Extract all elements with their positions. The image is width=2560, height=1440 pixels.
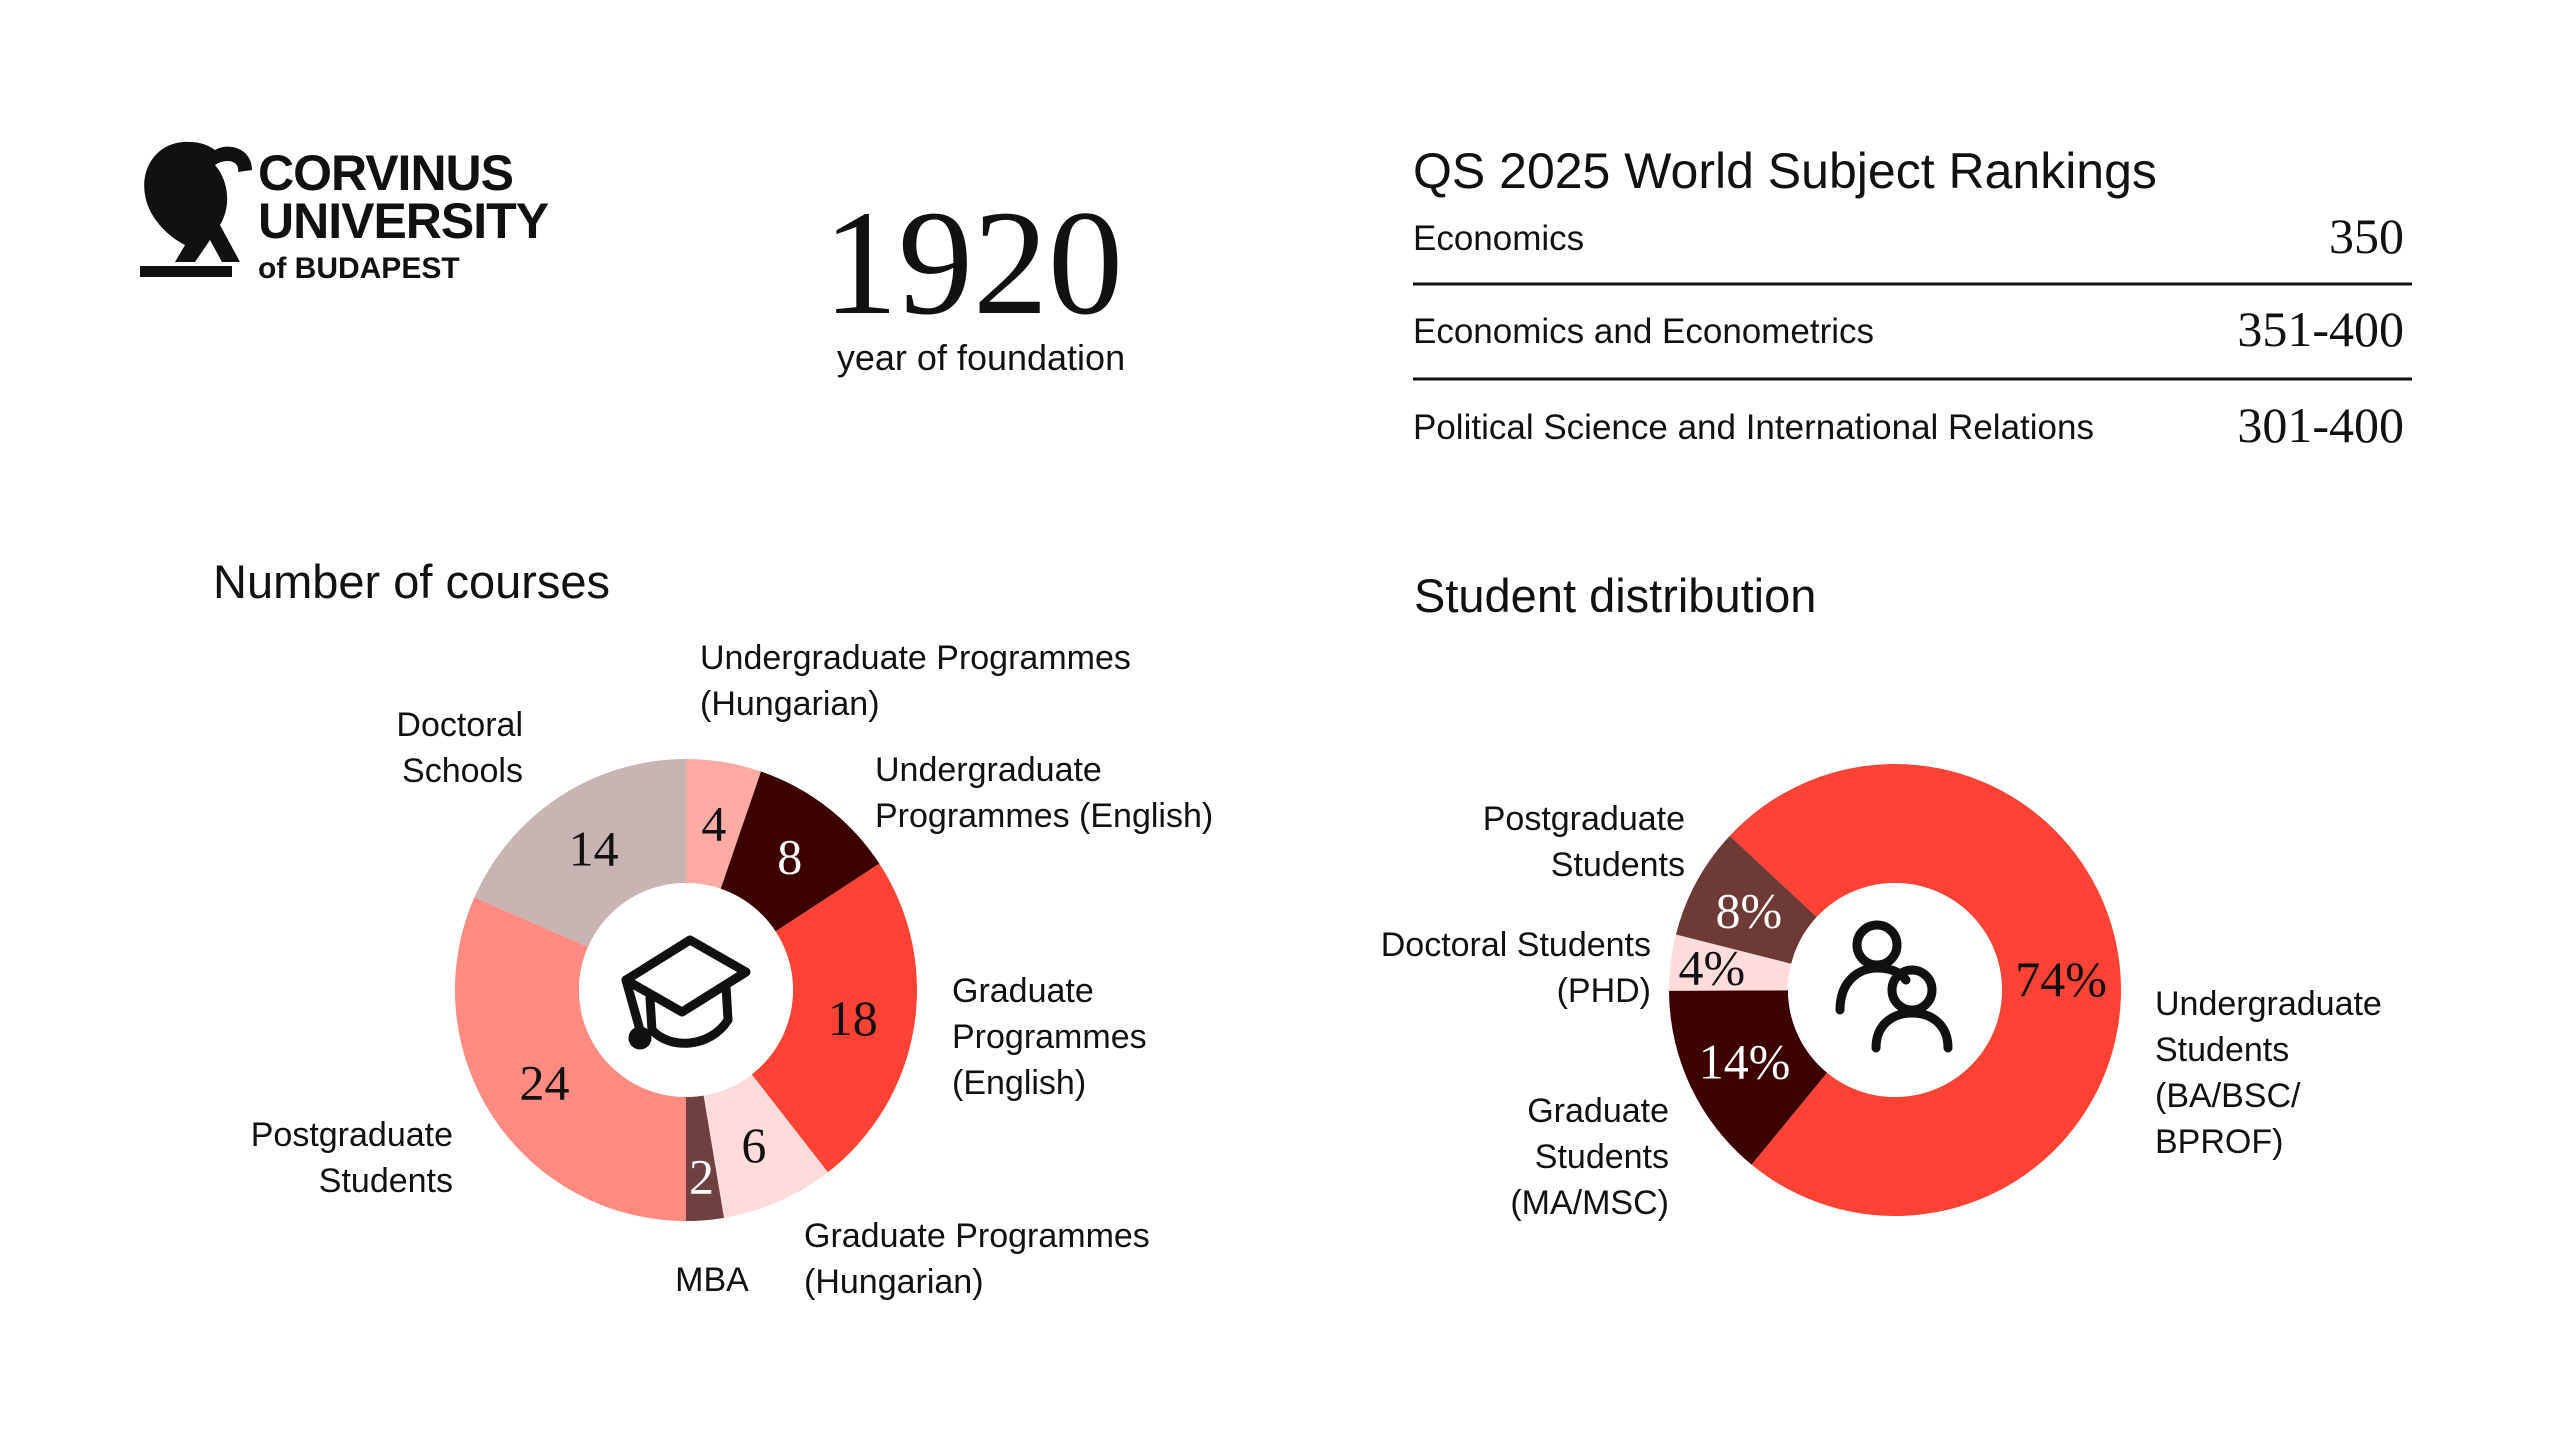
donut-segment [686, 1095, 725, 1221]
ranking-subject: Economics [1413, 219, 1585, 258]
value-label: 8% [1715, 882, 1782, 938]
donut-segment [1729, 763, 2121, 1216]
ranking-value: 351-400 [2237, 301, 2404, 357]
category-label: Postgraduate Students [250, 1116, 453, 1200]
category-label: Undergraduate Programmes (English) [875, 751, 1214, 835]
value-label: 74% [2015, 951, 2107, 1007]
donut-segment [720, 771, 880, 932]
rankings-title: QS 2025 World Subject Rankings [1413, 143, 2157, 199]
category-label: Doctoral Schools [396, 706, 523, 790]
graduation-cap-icon [621, 935, 751, 1050]
founding-caption: year of foundation [836, 337, 1126, 378]
category-label: MBA [675, 1261, 749, 1299]
logo-subtext: of BUDAPEST [258, 252, 460, 285]
donut-segment [703, 1074, 828, 1218]
chart-title: Student distribution [1414, 569, 1817, 622]
donut-segment [474, 758, 686, 948]
donut-segment [1675, 835, 1817, 964]
people-icon [1835, 920, 1953, 1053]
donut-hole [579, 883, 793, 1097]
category-label: Undergraduate Students (BA/BSC/ BPROF) [2155, 985, 2382, 1161]
ranking-subject: Political Science and International Rela… [1413, 408, 2094, 447]
value-label: 4 [701, 795, 726, 851]
donut-segment [686, 758, 762, 889]
category-label: Doctoral Students (PHD) [1380, 926, 1651, 1010]
donut-segment [751, 863, 917, 1173]
ranking-value: 350 [2329, 208, 2404, 264]
category-label: Graduate Students (MA/MSC) [1510, 1092, 1669, 1222]
value-label: 8 [777, 829, 802, 885]
ranking-value: 301-400 [2237, 397, 2404, 453]
category-label: Postgraduate Students [1482, 800, 1685, 884]
logo-text: UNIVERSITY [258, 193, 549, 249]
category-label: Graduate Programmes (Hungarian) [804, 1217, 1150, 1301]
donut-segment [1669, 990, 1828, 1165]
category-label: Graduate Programmes (English) [952, 972, 1147, 1102]
chart-title: Number of courses [213, 555, 611, 608]
logo-text: CORVINUS [258, 145, 514, 201]
donut-segment [1669, 934, 1792, 991]
category-label: Undergraduate Programmes (Hungarian) [700, 639, 1131, 723]
value-label: 14 [569, 821, 619, 877]
founding-year: 1920 [823, 180, 1123, 346]
logo-mark [140, 141, 252, 277]
value-label: 14% [1699, 1033, 1791, 1089]
donut-segment [455, 897, 686, 1221]
ranking-subject: Economics and Econometrics [1413, 312, 1875, 351]
value-label: 18 [828, 990, 878, 1046]
value-label: 2 [689, 1148, 714, 1204]
value-label: 24 [520, 1054, 570, 1110]
value-label: 6 [741, 1117, 766, 1173]
